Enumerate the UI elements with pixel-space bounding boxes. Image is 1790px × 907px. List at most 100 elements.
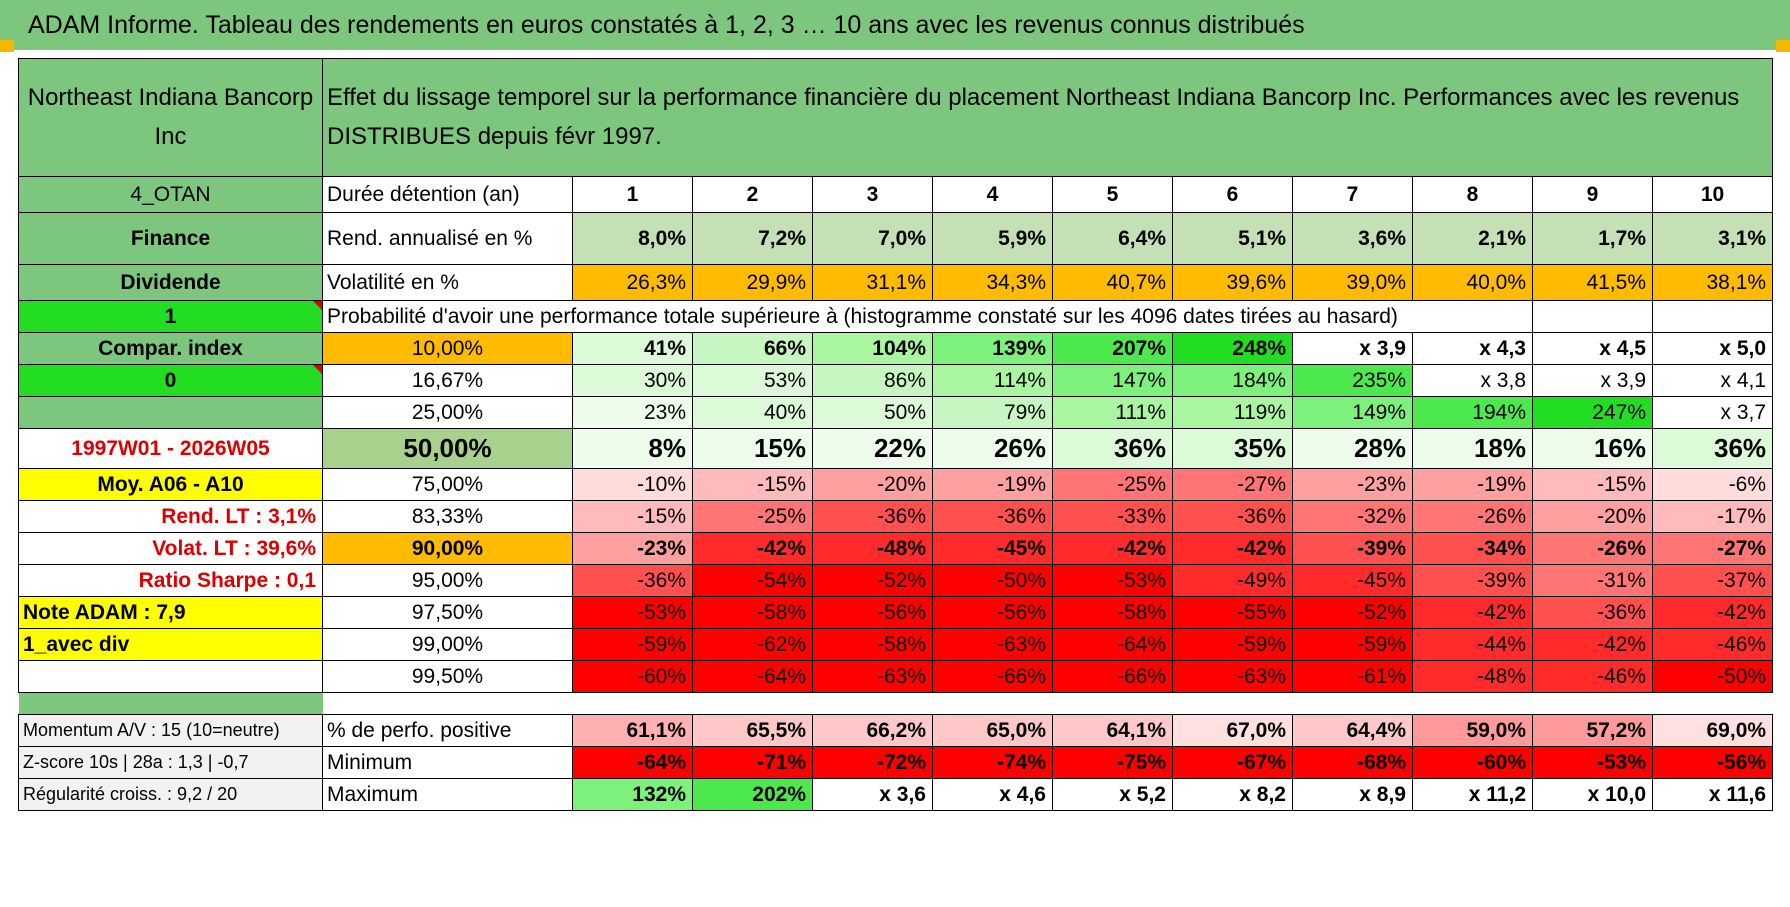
sector-label: Finance bbox=[18, 212, 323, 265]
quantile-label: 50,00% bbox=[322, 428, 573, 469]
quantile-value: -25% bbox=[1052, 468, 1173, 501]
quantile-value: -42% bbox=[1532, 628, 1653, 661]
stat-value: 59,0% bbox=[1412, 714, 1533, 747]
quantile-value: -44% bbox=[1412, 628, 1533, 661]
stats-row: Momentum A/V : 15 (10=neutre)% de perfo.… bbox=[18, 714, 1774, 747]
volatility-value: 26,3% bbox=[572, 264, 693, 301]
quantile-value: -26% bbox=[1412, 500, 1533, 533]
quantile-value: 40% bbox=[692, 396, 813, 429]
quantile-value: 207% bbox=[1052, 332, 1173, 365]
stat-value: x 10,0 bbox=[1532, 778, 1653, 811]
quantile-value: -61% bbox=[1292, 660, 1413, 693]
duration-year: 5 bbox=[1052, 176, 1173, 213]
quantile-value: -23% bbox=[1292, 468, 1413, 501]
quantile-value: 247% bbox=[1532, 396, 1653, 429]
stat-note: Momentum A/V : 15 (10=neutre) bbox=[18, 714, 323, 747]
volatility-value: 40,0% bbox=[1412, 264, 1533, 301]
quantile-value: -25% bbox=[692, 500, 813, 533]
quantile-value: x 3,9 bbox=[1292, 332, 1413, 365]
volatility-value: 29,9% bbox=[692, 264, 813, 301]
volatility-value: 31,1% bbox=[812, 264, 933, 301]
header-description: Effet du lissage temporel sur la perform… bbox=[321, 58, 1774, 177]
stat-value: -56% bbox=[1651, 746, 1774, 779]
quantile-value: 194% bbox=[1412, 396, 1533, 429]
stat-value: 69,0% bbox=[1651, 714, 1774, 747]
quantile-value: -15% bbox=[572, 500, 693, 533]
side-label: Ratio Sharpe : 0,1 bbox=[18, 564, 323, 597]
stat-value: x 11,6 bbox=[1651, 778, 1774, 811]
stat-value: 66,2% bbox=[812, 714, 933, 747]
quantile-value: -54% bbox=[692, 564, 813, 597]
quantile-value: -6% bbox=[1651, 468, 1774, 501]
quantile-value: -52% bbox=[812, 564, 933, 597]
row-label: Volatilité en % bbox=[322, 264, 573, 301]
quantile-value: 30% bbox=[572, 364, 693, 397]
volatility-value: 40,7% bbox=[1052, 264, 1173, 301]
quantile-value: 235% bbox=[1292, 364, 1413, 397]
quantile-value: 35% bbox=[1172, 428, 1293, 469]
annualized-return-value: 3,1% bbox=[1651, 212, 1774, 265]
side-label: Note ADAM : 7,9 bbox=[18, 596, 323, 629]
quantile-value: 15% bbox=[692, 428, 813, 469]
duration-year: 9 bbox=[1532, 176, 1653, 213]
stat-value: 57,2% bbox=[1532, 714, 1653, 747]
quantile-value: -58% bbox=[692, 596, 813, 629]
quantile-value: -49% bbox=[1172, 564, 1293, 597]
quantile-value: 8% bbox=[572, 428, 693, 469]
quantile-value: -23% bbox=[572, 532, 693, 565]
type-label: Dividende bbox=[18, 264, 323, 301]
quantile-value: 139% bbox=[932, 332, 1053, 365]
spacer-row bbox=[18, 692, 1773, 715]
quantile-value: -37% bbox=[1651, 564, 1774, 597]
stat-value: x 8,9 bbox=[1292, 778, 1413, 811]
quantile-value: 104% bbox=[812, 332, 933, 365]
quantile-value: -36% bbox=[812, 500, 933, 533]
quantile-value: -19% bbox=[1412, 468, 1533, 501]
annualized-return-value: 5,1% bbox=[1172, 212, 1293, 265]
side-label: Rend. LT : 3,1% bbox=[18, 500, 323, 533]
stats-row: Z-score 10s | 28a : 1,3 | -0,7 Minimum -64… bbox=[18, 746, 1774, 779]
quantile-value: -27% bbox=[1172, 468, 1293, 501]
quantile-value: 114% bbox=[932, 364, 1053, 397]
quantile-value: -48% bbox=[812, 532, 933, 565]
empty-cell bbox=[1532, 300, 1653, 333]
quantile-value: -42% bbox=[1412, 596, 1533, 629]
quantile-value: x 4,5 bbox=[1532, 332, 1653, 365]
quantile-value: -66% bbox=[1052, 660, 1173, 693]
quantile-value: -46% bbox=[1651, 628, 1774, 661]
quantile-value: 16% bbox=[1532, 428, 1653, 469]
quantile-row: Note ADAM : 7,9 97,50% -53% -58% -56% -56% -58… bbox=[18, 596, 1774, 629]
quantile-label: 95,00% bbox=[322, 564, 573, 597]
quantile-row: 1997W01 - 2026W05 50,00% 8% 15% 22% 26% 36% 35%… bbox=[18, 428, 1774, 469]
stat-value: x 4,6 bbox=[932, 778, 1053, 811]
quantile-value: -36% bbox=[1172, 500, 1293, 533]
quantile-value: -36% bbox=[572, 564, 693, 597]
returns-table: Northeast Indiana Bancorp Inc Effet du l… bbox=[18, 58, 1774, 811]
stat-value: -64% bbox=[572, 746, 693, 779]
quantile-value: -42% bbox=[692, 532, 813, 565]
quantile-value: -31% bbox=[1532, 564, 1653, 597]
annualized-return-value: 5,9% bbox=[932, 212, 1053, 265]
annualized-return-value: 6,4% bbox=[1052, 212, 1173, 265]
quantile-value: -36% bbox=[1532, 596, 1653, 629]
duration-year: 10 bbox=[1651, 176, 1774, 213]
quantile-value: 79% bbox=[932, 396, 1053, 429]
duration-year: 7 bbox=[1292, 176, 1413, 213]
annualized-return-value: 3,6% bbox=[1292, 212, 1413, 265]
quantile-value: 86% bbox=[812, 364, 933, 397]
quantile-value: -53% bbox=[572, 596, 693, 629]
stat-value: -68% bbox=[1292, 746, 1413, 779]
stat-note: Régularité croiss. : 9,2 / 20 bbox=[18, 778, 323, 811]
quantile-value: -20% bbox=[812, 468, 933, 501]
corner-marker bbox=[1776, 40, 1790, 52]
quantile-row: 0 16,67% 30% 53% 86% 114% 147% 184% 235% x 3,8 x 3… bbox=[18, 364, 1774, 397]
quantile-value: 53% bbox=[692, 364, 813, 397]
side-label bbox=[18, 660, 323, 693]
stat-value: 67,0% bbox=[1172, 714, 1293, 747]
quantile-label: 97,50% bbox=[322, 596, 573, 629]
quantile-row: 25,00% 23% 40% 50% 79% 111% 119% 149% 194% 247% x … bbox=[18, 396, 1774, 429]
duration-year: 8 bbox=[1412, 176, 1533, 213]
quantile-value: -64% bbox=[1052, 628, 1173, 661]
quantile-value: -17% bbox=[1651, 500, 1774, 533]
duration-year: 1 bbox=[572, 176, 693, 213]
